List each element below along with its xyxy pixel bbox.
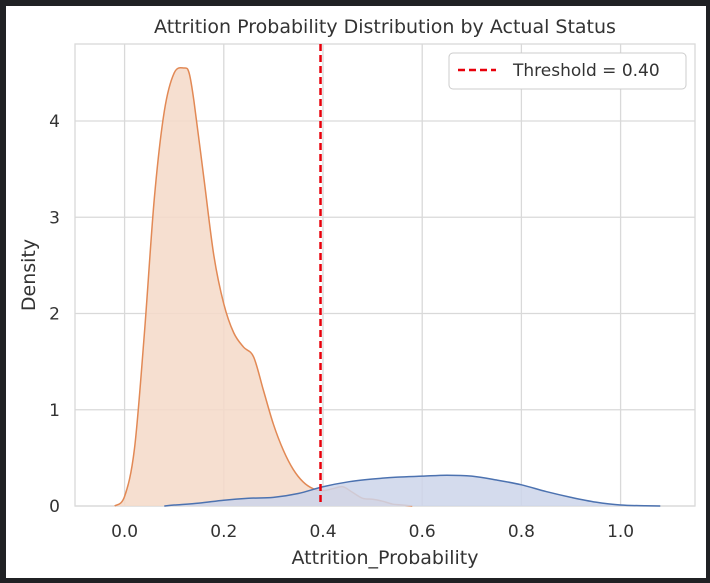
chart-title: Attrition Probability Distribution by Ac… (154, 16, 616, 38)
attrition-density-chart: 0.0 0.2 0.4 0.6 0.8 1.0 0 1 2 3 4 Attrition Proba… (18, 16, 696, 569)
x-tick-label: 1.0 (607, 522, 634, 542)
density-series (114, 66, 661, 507)
y-tick-label: 3 (49, 208, 60, 228)
x-tick-label: 0.4 (309, 522, 336, 542)
legend: Threshold = 0.40 (448, 52, 687, 90)
x-tick-labels: 0.0 0.2 0.4 0.6 0.8 1.0 (111, 522, 634, 542)
y-tick-label: 1 (49, 401, 60, 421)
series-1-line (164, 474, 661, 507)
x-tick-label: 0.0 (111, 522, 138, 542)
y-tick-labels: 0 1 2 3 4 (49, 112, 60, 517)
x-tick-label: 0.8 (508, 522, 535, 542)
x-tick-label: 0.2 (210, 522, 237, 542)
series-0-area (114, 67, 413, 506)
y-tick-label: 0 (49, 497, 60, 517)
chart-frame: 0.0 0.2 0.4 0.6 0.8 1.0 0 1 2 3 4 Attrition Proba… (6, 6, 706, 578)
y-tick-label: 4 (49, 112, 60, 132)
x-axis-label: Attrition_Probability (292, 547, 479, 569)
y-axis-label: Density (18, 239, 40, 311)
series-1-area (164, 475, 661, 506)
y-tick-label: 2 (49, 305, 60, 325)
legend-box (448, 52, 687, 90)
legend-threshold-label: Threshold = 0.40 (512, 61, 660, 81)
x-tick-label: 0.6 (409, 522, 436, 542)
